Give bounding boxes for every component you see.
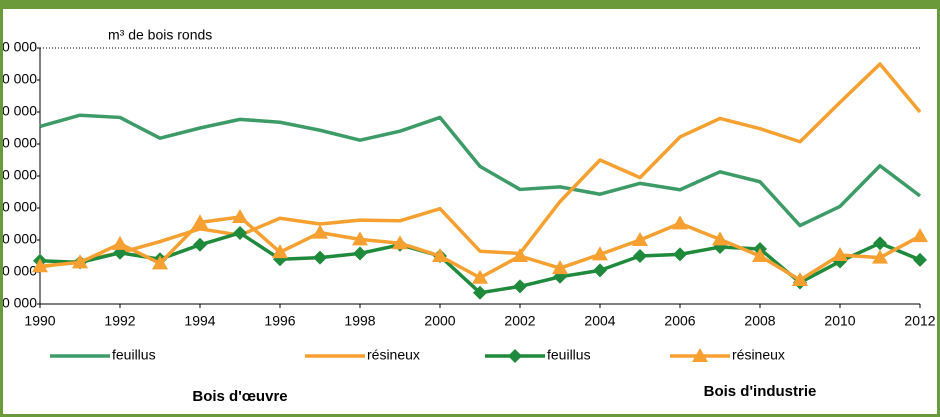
group-label: Bois d'œuvre	[192, 388, 287, 405]
triangle-marker	[112, 235, 128, 250]
x-tick-label: 2006	[664, 313, 695, 329]
unit-label: m³ de bois ronds	[108, 27, 212, 43]
triangle-marker	[692, 348, 708, 362]
triangle-marker	[472, 269, 488, 284]
triangle-marker	[72, 254, 88, 269]
y-tick-label: 450 000	[3, 199, 37, 215]
x-tick-label: 1998	[344, 313, 375, 329]
x-tick-label: 2002	[504, 313, 535, 329]
group-label: Bois d'industrie	[704, 383, 817, 400]
diamond-marker	[593, 263, 607, 278]
y-tick-label: 650 000	[3, 135, 37, 151]
legend-label: feuillus	[547, 347, 591, 363]
x-tick-label: 2008	[744, 313, 775, 329]
chart: m³ de bois ronds Bois d'œuvre Bois d'ind…	[3, 27, 936, 405]
y-tick-label: 250 000	[3, 263, 37, 279]
x-tick-label: 1990	[24, 313, 55, 329]
diamond-marker	[193, 237, 207, 252]
triangle-marker	[912, 228, 928, 243]
x-tick-label: 2012	[904, 313, 935, 329]
triangle-marker	[152, 255, 168, 270]
triangle-marker	[232, 208, 248, 223]
triangle-marker	[432, 248, 448, 262]
x-tick-label: 2000	[424, 313, 455, 329]
diamond-marker	[513, 279, 527, 294]
diamond-marker	[633, 249, 647, 263]
legend-label: résineux	[732, 347, 785, 363]
x-tick-label: 1992	[104, 313, 135, 329]
triangle-marker	[752, 248, 768, 262]
y-tick-label: 150 000	[3, 295, 37, 311]
diamond-marker	[673, 247, 687, 262]
x-tick-label: 1994	[184, 313, 215, 329]
line-series	[39, 62, 922, 269]
diamond-marker	[913, 252, 927, 267]
diamond-marker	[508, 349, 522, 363]
triangle-marker	[632, 232, 648, 246]
y-tick-label: 750 000	[3, 103, 37, 119]
diamond-marker	[473, 285, 487, 300]
y-tick-label: 850 000	[3, 71, 37, 87]
diamond-marker	[873, 236, 887, 251]
triangle-marker	[392, 235, 408, 250]
triangle-marker	[552, 260, 568, 275]
y-tick-label: 950 000	[3, 39, 37, 55]
x-tick-label: 1996	[264, 313, 295, 329]
diamond-marker	[353, 246, 367, 261]
legend-label: résineux	[367, 347, 420, 363]
triangle-marker	[792, 272, 808, 286]
x-tick-label: 2010	[824, 313, 855, 329]
y-tick-label: 550 000	[3, 167, 37, 183]
triangle-marker	[312, 224, 328, 239]
triangle-marker	[352, 231, 368, 246]
line-series	[39, 113, 922, 228]
triangle-marker	[272, 244, 288, 259]
triangle-marker	[512, 248, 528, 262]
triangle-marker	[672, 215, 688, 230]
line-series	[39, 231, 921, 295]
triangle-marker	[832, 247, 848, 262]
triangle-marker	[32, 258, 48, 273]
x-tick-label: 2004	[584, 313, 615, 329]
triangle-marker	[872, 249, 888, 264]
triangle-marker	[592, 246, 608, 261]
triangle-marker	[192, 214, 208, 229]
diamond-marker	[313, 250, 327, 265]
legend-label: feuillus	[112, 347, 156, 363]
diamond-marker	[233, 225, 247, 240]
y-tick-label: 350 000	[3, 231, 37, 247]
triangle-marker	[712, 231, 728, 246]
